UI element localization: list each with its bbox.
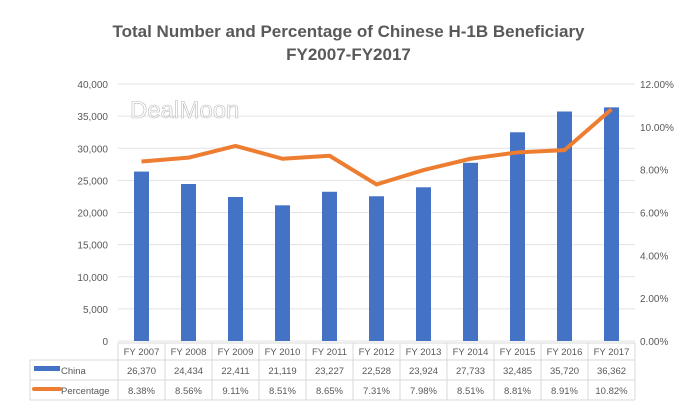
x-tick-label: FY 2007 (124, 347, 160, 358)
x-tick-label: FY 2008 (171, 347, 207, 358)
y-tick-label: 10,000 (77, 273, 108, 284)
data-label: 7.98% (410, 386, 437, 397)
y2-tick-label: 0.00% (640, 337, 668, 348)
percentage-line (141, 107, 613, 187)
y-tick-label: 15,000 (77, 241, 108, 252)
legend-label: Percentage (61, 386, 110, 397)
data-label: 8.91% (551, 386, 578, 397)
data-label: 7.31% (363, 386, 390, 397)
x-tick-label: FY 2015 (500, 347, 536, 358)
y2-tick-label: 12.00% (640, 80, 674, 91)
legend-swatch-china (34, 366, 60, 371)
y2-tick-label: 6.00% (640, 209, 668, 220)
bar (369, 196, 384, 341)
x-tick-label: FY 2014 (453, 347, 489, 358)
y2-tick-label: 10.00% (640, 123, 674, 134)
bar (134, 171, 149, 341)
bar (275, 205, 290, 341)
data-label: 27,733 (456, 366, 485, 377)
y-tick-label: 30,000 (77, 144, 108, 155)
title-line1: Total Number and Percentage of Chinese H… (112, 22, 585, 41)
legend-label: China (61, 366, 87, 377)
y2-tick-label: 2.00% (640, 294, 668, 305)
x-tick-label: FY 2011 (312, 347, 347, 358)
data-label: 24,434 (174, 366, 203, 377)
y-tick-label: 20,000 (77, 209, 108, 220)
data-label: 8.51% (457, 386, 484, 397)
title-line2: FY2007-FY2017 (286, 45, 411, 64)
data-label: 8.65% (316, 386, 343, 397)
y2-tick-label: 4.00% (640, 251, 668, 262)
data-label: 8.38% (128, 386, 155, 397)
bar (510, 132, 525, 341)
x-tick-label: FY 2010 (265, 347, 301, 358)
x-tick-label: FY 2009 (218, 347, 254, 358)
data-label: 8.51% (269, 386, 296, 397)
bar (604, 107, 619, 342)
x-tick-label: FY 2013 (406, 347, 442, 358)
data-label: 23,227 (315, 366, 344, 377)
bar (557, 111, 572, 342)
data-label: 32,485 (503, 366, 532, 377)
data-label: 22,528 (362, 366, 391, 377)
bar (463, 162, 478, 341)
y-tick-label: 25,000 (77, 176, 108, 187)
data-label: 9.11% (222, 386, 249, 397)
data-label: 26,370 (127, 366, 156, 377)
y2-tick-label: 8.00% (640, 166, 668, 177)
data-label: 35,720 (550, 366, 579, 377)
data-label: 10.82% (595, 386, 628, 397)
watermark: DealMoon (130, 97, 239, 124)
bar (181, 184, 196, 341)
data-label: 36,362 (597, 366, 626, 377)
y-tick-label: 35,000 (77, 112, 108, 123)
data-label: 22,411 (221, 366, 249, 377)
y-tick-label: 40,000 (77, 80, 108, 91)
x-tick-label: FY 2016 (547, 347, 583, 358)
bar (416, 187, 431, 341)
data-label: 8.81% (504, 386, 531, 397)
data-label: 8.56% (175, 386, 202, 397)
x-tick-label: FY 2017 (594, 347, 630, 358)
bar (228, 197, 243, 341)
data-label: 21,119 (268, 366, 296, 377)
chart-title: Total Number and Percentage of Chinese H… (0, 20, 697, 66)
x-tick-label: FY 2012 (359, 347, 395, 358)
y-tick-label: 0 (102, 337, 108, 348)
data-label: 23,924 (409, 366, 438, 377)
bar (322, 191, 337, 341)
y-tick-label: 5,000 (83, 305, 108, 316)
